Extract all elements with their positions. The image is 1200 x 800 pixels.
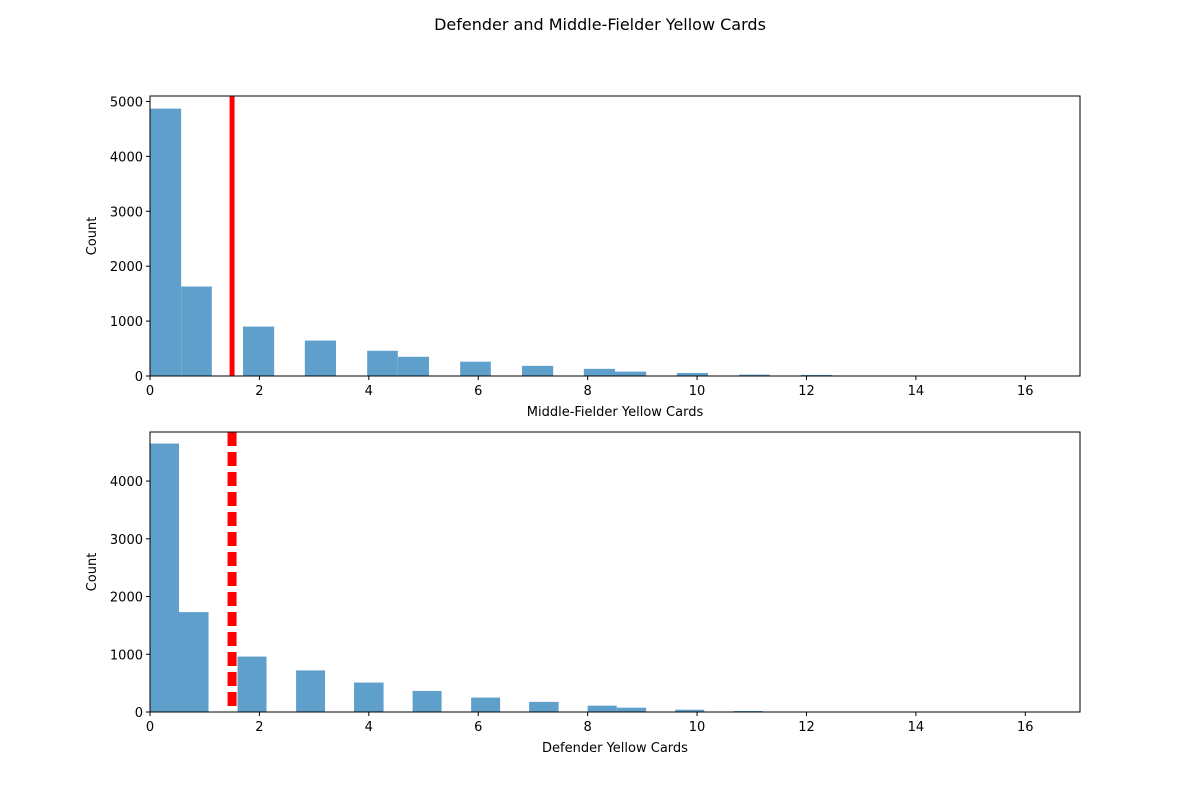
histogram-bar <box>354 682 384 712</box>
histogram-bar <box>397 356 429 376</box>
histogram-bar <box>412 690 442 712</box>
histogram-bar <box>522 365 554 376</box>
histogram-bar <box>801 374 833 376</box>
x-tick-label: 10 <box>689 384 706 399</box>
histogram-bar <box>616 707 647 712</box>
y-tick-label: 1000 <box>110 648 143 663</box>
y-axis-label: Count <box>85 217 100 256</box>
y-tick-label: 4000 <box>110 475 143 490</box>
x-tick-label: 2 <box>255 384 263 399</box>
y-tick-label: 0 <box>135 370 143 385</box>
axes-frame <box>149 95 1081 377</box>
x-tick-label: 12 <box>798 384 815 399</box>
histogram-bar <box>296 670 326 712</box>
x-tick-label: 14 <box>908 720 925 735</box>
histogram-bar <box>460 361 491 376</box>
x-tick-label: 0 <box>146 384 154 399</box>
x-axis-label: Middle-Fielder Yellow Cards <box>527 405 704 420</box>
x-tick-label: 0 <box>146 720 154 735</box>
histogram-bar <box>150 108 182 377</box>
histogram-bar <box>675 709 705 712</box>
y-tick-label: 1000 <box>110 315 143 330</box>
histogram-bar <box>676 372 708 376</box>
y-axis-label: Count <box>85 553 100 592</box>
histogram-bar <box>615 371 647 376</box>
histogram-bar <box>587 705 617 712</box>
histogram-bar <box>181 286 212 376</box>
x-tick-label: 2 <box>255 720 263 735</box>
histogram-bar <box>739 374 770 376</box>
axes-frame <box>149 431 1081 713</box>
histogram-bar <box>150 443 179 712</box>
x-axis-label: Defender Yellow Cards <box>542 741 688 756</box>
y-tick-label: 2000 <box>110 260 143 275</box>
y-tick-label: 3000 <box>110 533 143 548</box>
x-tick-label: 12 <box>798 720 815 735</box>
y-tick-label: 2000 <box>110 591 143 606</box>
x-tick-label: 14 <box>908 384 925 399</box>
y-tick-label: 3000 <box>110 205 143 220</box>
histogram-bar <box>178 612 209 712</box>
histogram-bar <box>529 701 559 712</box>
x-tick-label: 4 <box>365 384 373 399</box>
histogram-bar <box>243 326 275 376</box>
x-tick-label: 8 <box>584 720 592 735</box>
histogram-bar <box>237 656 267 712</box>
figure-title: Defender and Middle-Fielder Yellow Cards <box>434 15 766 34</box>
x-tick-label: 10 <box>689 720 706 735</box>
top-histogram-panel: 0 2 4 6 8 10 12 14 16 0 1000 2000 3000 4000 5000 Middle… <box>85 95 1081 420</box>
x-tick-label: 4 <box>365 720 373 735</box>
y-tick-label: 5000 <box>110 95 143 110</box>
x-tick-label: 6 <box>474 720 482 735</box>
histogram-bar <box>733 710 763 712</box>
y-tick-label: 0 <box>135 706 143 721</box>
histogram-bar <box>471 697 501 712</box>
x-tick-label: 8 <box>584 384 592 399</box>
bottom-histogram-panel: 0 2 4 6 8 10 12 14 16 0 1000 2000 3000 4000 Defender Y… <box>85 431 1081 756</box>
x-tick-label: 16 <box>1017 384 1034 399</box>
x-tick-label: 16 <box>1017 720 1034 735</box>
histogram-bar <box>367 350 398 376</box>
histogram-bar <box>304 340 336 376</box>
x-tick-label: 6 <box>474 384 482 399</box>
histogram-bar <box>583 368 615 376</box>
y-tick-label: 4000 <box>110 150 143 165</box>
